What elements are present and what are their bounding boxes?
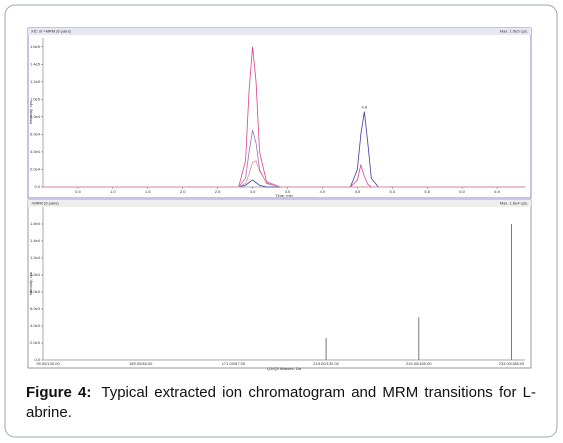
y-tick-label: 8.0e3 — [30, 289, 41, 294]
y-tick-label: 1.0e5 — [30, 96, 41, 101]
chart-title: XIC of +MRM (6 pairs) — [31, 29, 72, 34]
y-tick-label: 2.0e3 — [30, 340, 41, 345]
x-tick-label: 219.00/160.00 — [406, 361, 432, 366]
x-tick-label: 5.5 — [424, 189, 430, 194]
y-tick-label: 1.2e5 — [30, 79, 41, 84]
y-tick-label: 1.4e5 — [30, 61, 41, 66]
x-tick-label: 0.5 — [75, 189, 81, 194]
x-tick-label: 219.00/132.00 — [313, 361, 339, 366]
y-tick-label: 0.0 — [34, 357, 40, 362]
series-line — [43, 160, 525, 188]
y-tick-label: 8.0e4 — [30, 114, 41, 119]
y-tick-label: 1.0e4 — [30, 272, 41, 277]
annotation: 4.6 — [362, 105, 368, 110]
x-tick-label: 3.0 — [250, 189, 256, 194]
panel-bottom — [27, 199, 532, 369]
y-axis-label: Intensity, cps — [28, 101, 33, 124]
y-tick-label: 4.0e3 — [30, 323, 41, 328]
y-tick-label: 1.6e4 — [30, 221, 41, 226]
x-tick-label: 4.0 — [320, 189, 326, 194]
y-tick-label: 6.0e3 — [30, 306, 41, 311]
panel-bottom-header — [28, 200, 531, 207]
x-axis-label: Q1/Q3 Masses, Da — [267, 366, 302, 371]
x-tick-label: 189.00/46.00 — [129, 361, 153, 366]
y-axis-label: Intensity, cps — [28, 272, 33, 295]
x-axis-label: Time, min — [275, 193, 292, 198]
x-tick-label: 5.0 — [389, 189, 395, 194]
panel-top — [27, 27, 532, 199]
x-tick-label: 1.5 — [145, 189, 151, 194]
bar — [325, 337, 327, 360]
caption-label: Figure 4: — [26, 384, 92, 401]
x-tick-label: 6.0 — [459, 189, 465, 194]
y-tick-label: 6.0e4 — [30, 131, 41, 136]
panel-top-header — [28, 28, 531, 35]
caption-text: Typical extracted ion chromatogram and M… — [26, 384, 536, 421]
x-tick-label: 233.00/188.00 — [499, 361, 525, 366]
y-tick-label: 1.6e5 — [30, 44, 41, 49]
x-tick-label: 6.5 — [494, 189, 500, 194]
chart-subtitle: Max. 1.6e4 cps. — [500, 201, 528, 206]
chart-subtitle: Max. 1.6e5 cps. — [500, 29, 528, 34]
x-tick-label: 3.5 — [285, 189, 291, 194]
y-tick-label: 4.0e4 — [30, 149, 41, 154]
bar — [510, 224, 512, 360]
y-tick-label: 1.4e4 — [30, 238, 41, 243]
y-tick-label: 2.0e4 — [30, 167, 41, 172]
y-tick-label: 0.0 — [34, 184, 40, 189]
x-tick-label: 2.5 — [215, 189, 221, 194]
x-tick-label: 99.00/130.00 — [36, 361, 60, 366]
x-tick-label: 171.00/87.00 — [222, 361, 246, 366]
frame — [4, 4, 558, 438]
bar — [418, 317, 420, 360]
caption: Figure 4: Typical extracted ion chromatog… — [26, 383, 536, 423]
x-tick-label: 1.0 — [110, 189, 116, 194]
x-tick-label: 2.0 — [180, 189, 186, 194]
chart-title: +MRM (6 pairs) — [31, 201, 59, 206]
y-tick-label: 1.2e4 — [30, 255, 41, 260]
x-tick-label: 4.5 — [355, 189, 361, 194]
